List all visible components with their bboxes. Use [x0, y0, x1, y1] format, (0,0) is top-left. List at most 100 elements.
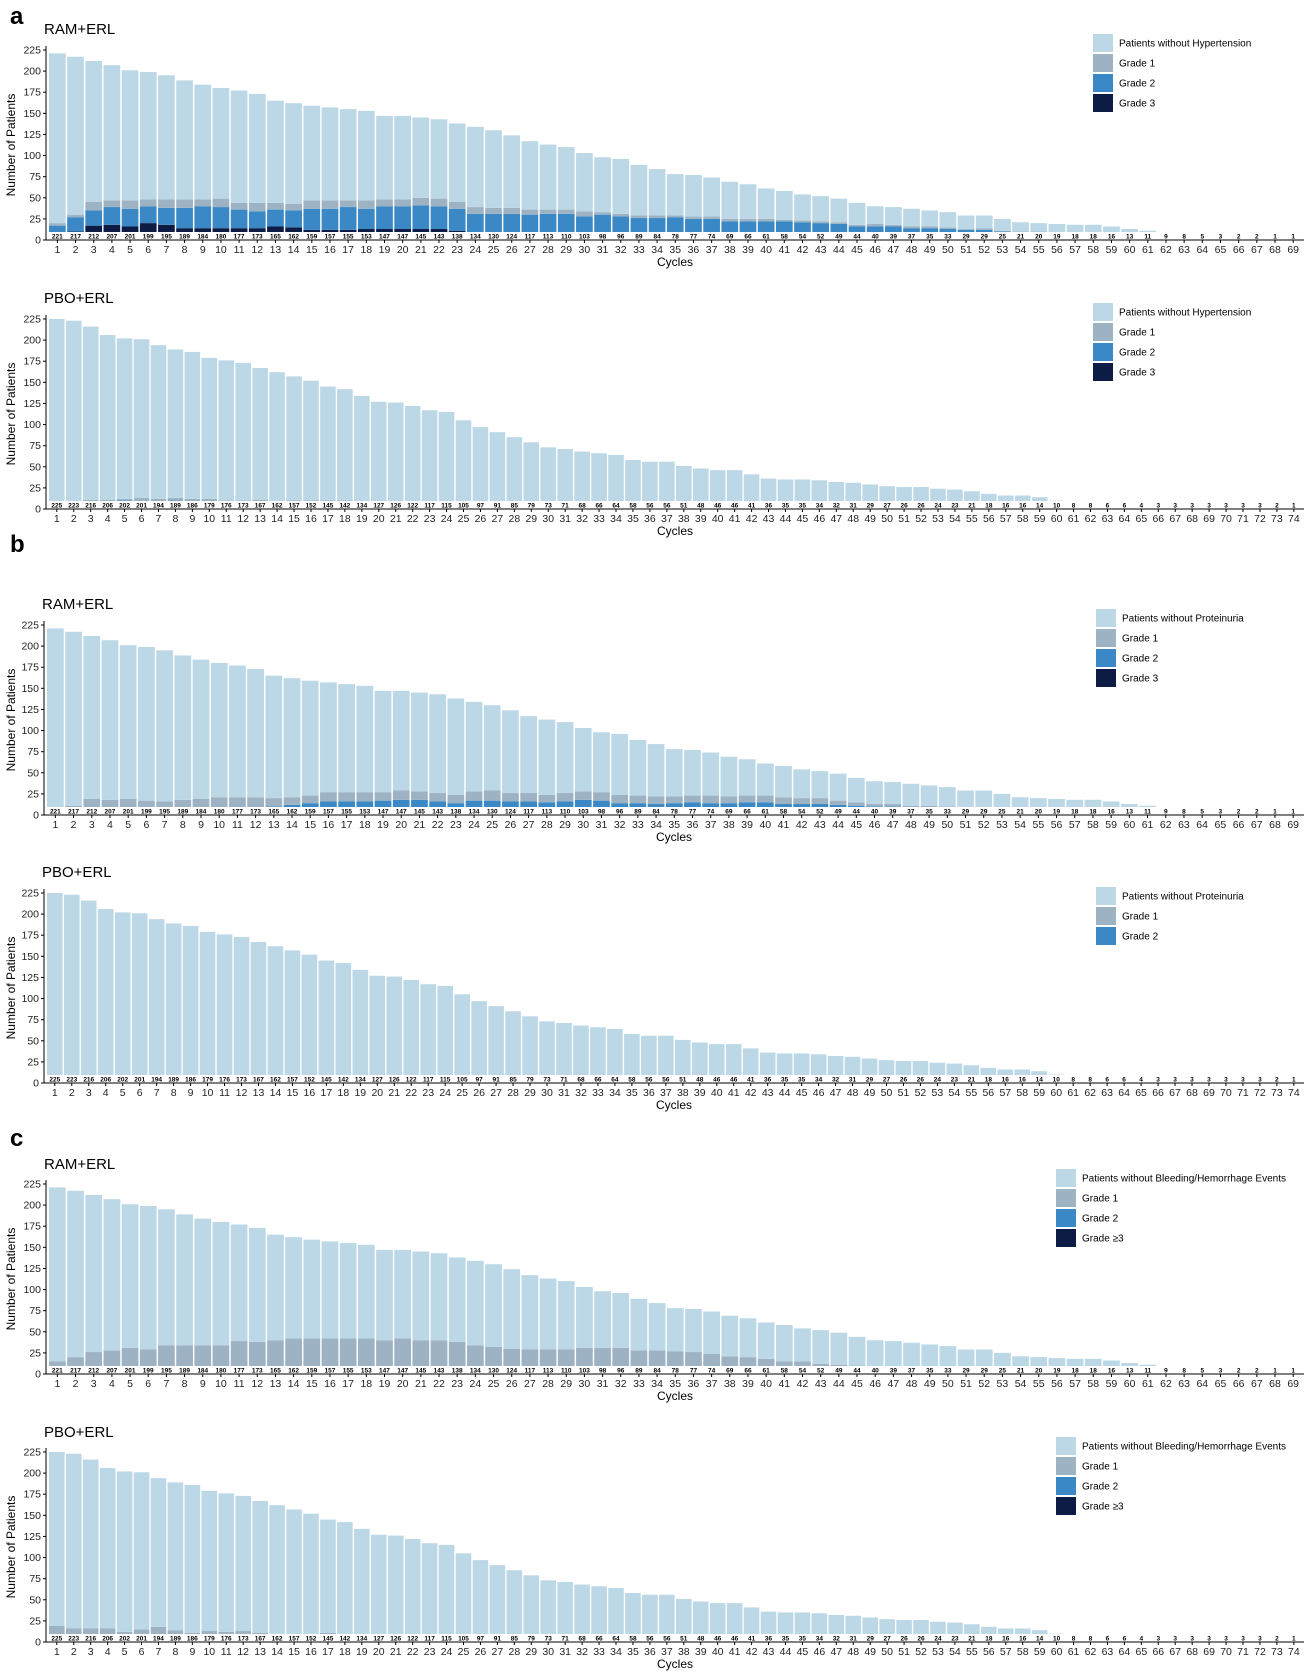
x-tick-label: 37	[705, 819, 717, 831]
count-label: 97	[477, 1636, 485, 1643]
bar-segment-grade-1	[793, 798, 811, 805]
x-tick-label: 32	[575, 1087, 587, 1099]
count-label: 225	[51, 1636, 62, 1643]
bar-segment-without	[896, 487, 912, 501]
x-tick-label: 29	[559, 819, 571, 831]
x-tick-label: 61	[1142, 244, 1154, 256]
bar-segment-grade-2	[103, 207, 121, 225]
x-tick-label: 6	[137, 1087, 143, 1099]
x-tick-label: 42	[745, 1087, 757, 1099]
bar-segment-grade-1	[502, 793, 519, 802]
count-label: 162	[272, 503, 283, 510]
x-tick-label: 53	[932, 513, 944, 525]
x-tick-label: 8	[172, 513, 178, 525]
legend-label: Grade 1	[1119, 59, 1156, 70]
count-label: 115	[440, 1077, 451, 1084]
count-label: 29	[981, 234, 989, 241]
count-label: 110	[560, 809, 571, 816]
x-tick-label: 55	[1033, 1378, 1045, 1390]
bar-segment-grade-1	[67, 1357, 84, 1366]
count-label: 147	[378, 809, 389, 816]
bar-segment-without	[540, 447, 557, 501]
x-tick-label: 4	[105, 1646, 111, 1658]
x-axis-label: Cycles	[657, 1657, 693, 1671]
count-label: 143	[432, 809, 443, 816]
x-tick-label: 15	[306, 1378, 318, 1390]
count-label: 56	[662, 1077, 670, 1084]
bar-segment-without	[1139, 805, 1156, 807]
count-label: 25	[999, 1368, 1007, 1375]
bar-segment-without	[67, 1190, 84, 1358]
x-tick-label: 46	[813, 1087, 825, 1099]
panel-label-b: b	[10, 531, 25, 558]
legend-swatch-grade-2	[1093, 343, 1113, 361]
bar-segment-grade-1	[285, 203, 302, 211]
count-label: 173	[238, 1636, 249, 1643]
x-tick-label: 18	[339, 1646, 351, 1658]
bar-segment-grade-1	[167, 1630, 184, 1634]
bar-segment-without	[1103, 1360, 1120, 1366]
bar-segment-grade-1	[248, 1341, 266, 1366]
bar-segment-without	[505, 1011, 521, 1075]
bar-segment-grade-3	[376, 229, 393, 232]
count-label: 1	[1292, 503, 1296, 510]
bar-segment-without	[757, 1322, 775, 1359]
bar-segment-grade-1	[557, 209, 575, 214]
bar-segment-grade-2	[812, 223, 830, 232]
bar-segment-without	[235, 1495, 251, 1632]
bar-segment-grade-1	[757, 1358, 775, 1366]
x-tick-label: 20	[371, 1087, 383, 1099]
count-label: 147	[397, 234, 408, 241]
bar-segment-without	[685, 174, 702, 217]
bar-segment-without	[301, 680, 319, 796]
count-label: 145	[415, 1368, 426, 1375]
count-label: 3	[1219, 234, 1223, 241]
bar-segment-without	[131, 913, 148, 1075]
count-label: 18	[1090, 1368, 1098, 1375]
bar-segment-without	[321, 107, 339, 201]
count-label: 8	[1182, 809, 1186, 816]
x-tick-label: 2	[69, 1087, 75, 1099]
count-label: 97	[476, 1077, 484, 1084]
count-label: 162	[272, 1636, 283, 1643]
bar-segment-without	[930, 488, 946, 501]
count-label: 194	[153, 503, 164, 510]
bar-segment-without	[912, 1061, 929, 1075]
bar-segment-without	[99, 335, 116, 500]
bar-segment-without	[829, 773, 847, 801]
x-tick-label: 8	[180, 819, 186, 831]
bar-segment-grade-1	[666, 1351, 684, 1366]
x-tick-label: 63	[1178, 819, 1190, 831]
bar-segment-grade-1	[665, 796, 683, 804]
count-label: 18	[1090, 234, 1098, 241]
bar-segment-without	[285, 1237, 302, 1339]
y-tick-label: 50	[27, 767, 39, 779]
count-label: 66	[744, 1368, 752, 1375]
count-label: 29	[867, 1636, 875, 1643]
x-tick-label: 25	[456, 1087, 468, 1099]
x-tick-label: 12	[237, 1646, 249, 1658]
count-label: 40	[872, 234, 880, 241]
bar-segment-without	[658, 1035, 674, 1075]
bar-segment-without	[247, 668, 264, 798]
bar-segment-grade-1	[65, 1628, 82, 1634]
count-label: 212	[88, 234, 99, 241]
bar-segment-without	[49, 53, 66, 224]
legend-label: Patients without Bleeding/Hemorrhage Eve…	[1082, 1174, 1286, 1185]
bar-segment-without	[811, 771, 829, 799]
count-label: 173	[236, 1077, 247, 1084]
bar-segment-without	[591, 453, 607, 501]
bar-segment-without	[338, 684, 355, 793]
count-label: 54	[798, 809, 806, 816]
count-label: 153	[359, 809, 370, 816]
x-tick-label: 17	[322, 513, 334, 525]
bar-segment-grade-1	[252, 1632, 268, 1634]
count-label: 126	[390, 503, 401, 510]
bar-segment-grade-3	[158, 224, 175, 232]
bar-segment-without	[47, 893, 63, 1075]
count-label: 39	[890, 1368, 898, 1375]
x-tick-label: 58	[1087, 1378, 1099, 1390]
